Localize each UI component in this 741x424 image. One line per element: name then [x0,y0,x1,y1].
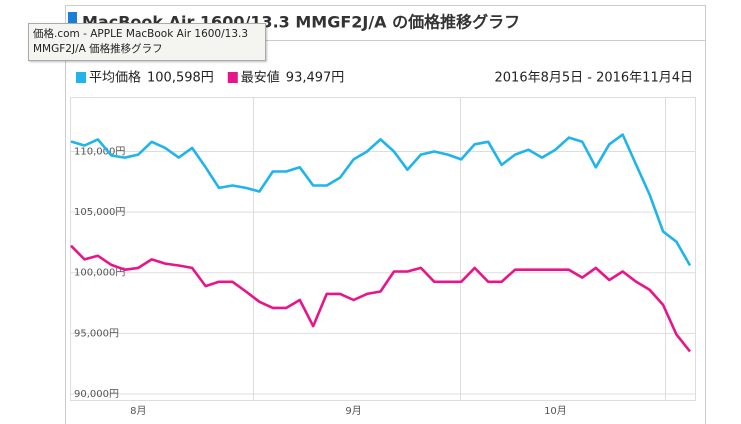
y-tick-label: 90,000円 [74,389,119,400]
x-tick-label: 8月 [130,405,146,417]
legend-name: 最安値 [241,70,280,86]
date-range: 2016年8月5日 - 2016年11月4日 [495,71,693,86]
title-marker [68,12,77,32]
y-tick-label: 100,000円 [74,268,125,279]
legend-name: 平均価格 [89,70,141,86]
series-line [70,244,692,353]
legend-swatch [227,72,238,83]
legend-swatch [76,72,86,83]
y-tick-label: 95,000円 [74,328,119,339]
series-line [70,133,692,267]
x-tick-label: 10月 [544,405,567,417]
y-tick-label: 110,000円 [74,147,125,158]
x-tick-label: 9月 [345,405,361,417]
legend-value: 100,598円 [147,71,214,86]
plot-frame [70,97,696,401]
legend-value: 93,497円 [286,71,345,86]
tooltip-line: MMGF2J/A 価格推移グラフ [33,43,163,55]
panel [65,5,706,424]
tooltip-line: 価格.com - APPLE MacBook Air 1600/13.3 [33,28,249,40]
y-tick-label: 105,000円 [74,207,125,218]
tooltip: 価格.com - APPLE MacBook Air 1600/13.3 MMG… [28,23,266,61]
